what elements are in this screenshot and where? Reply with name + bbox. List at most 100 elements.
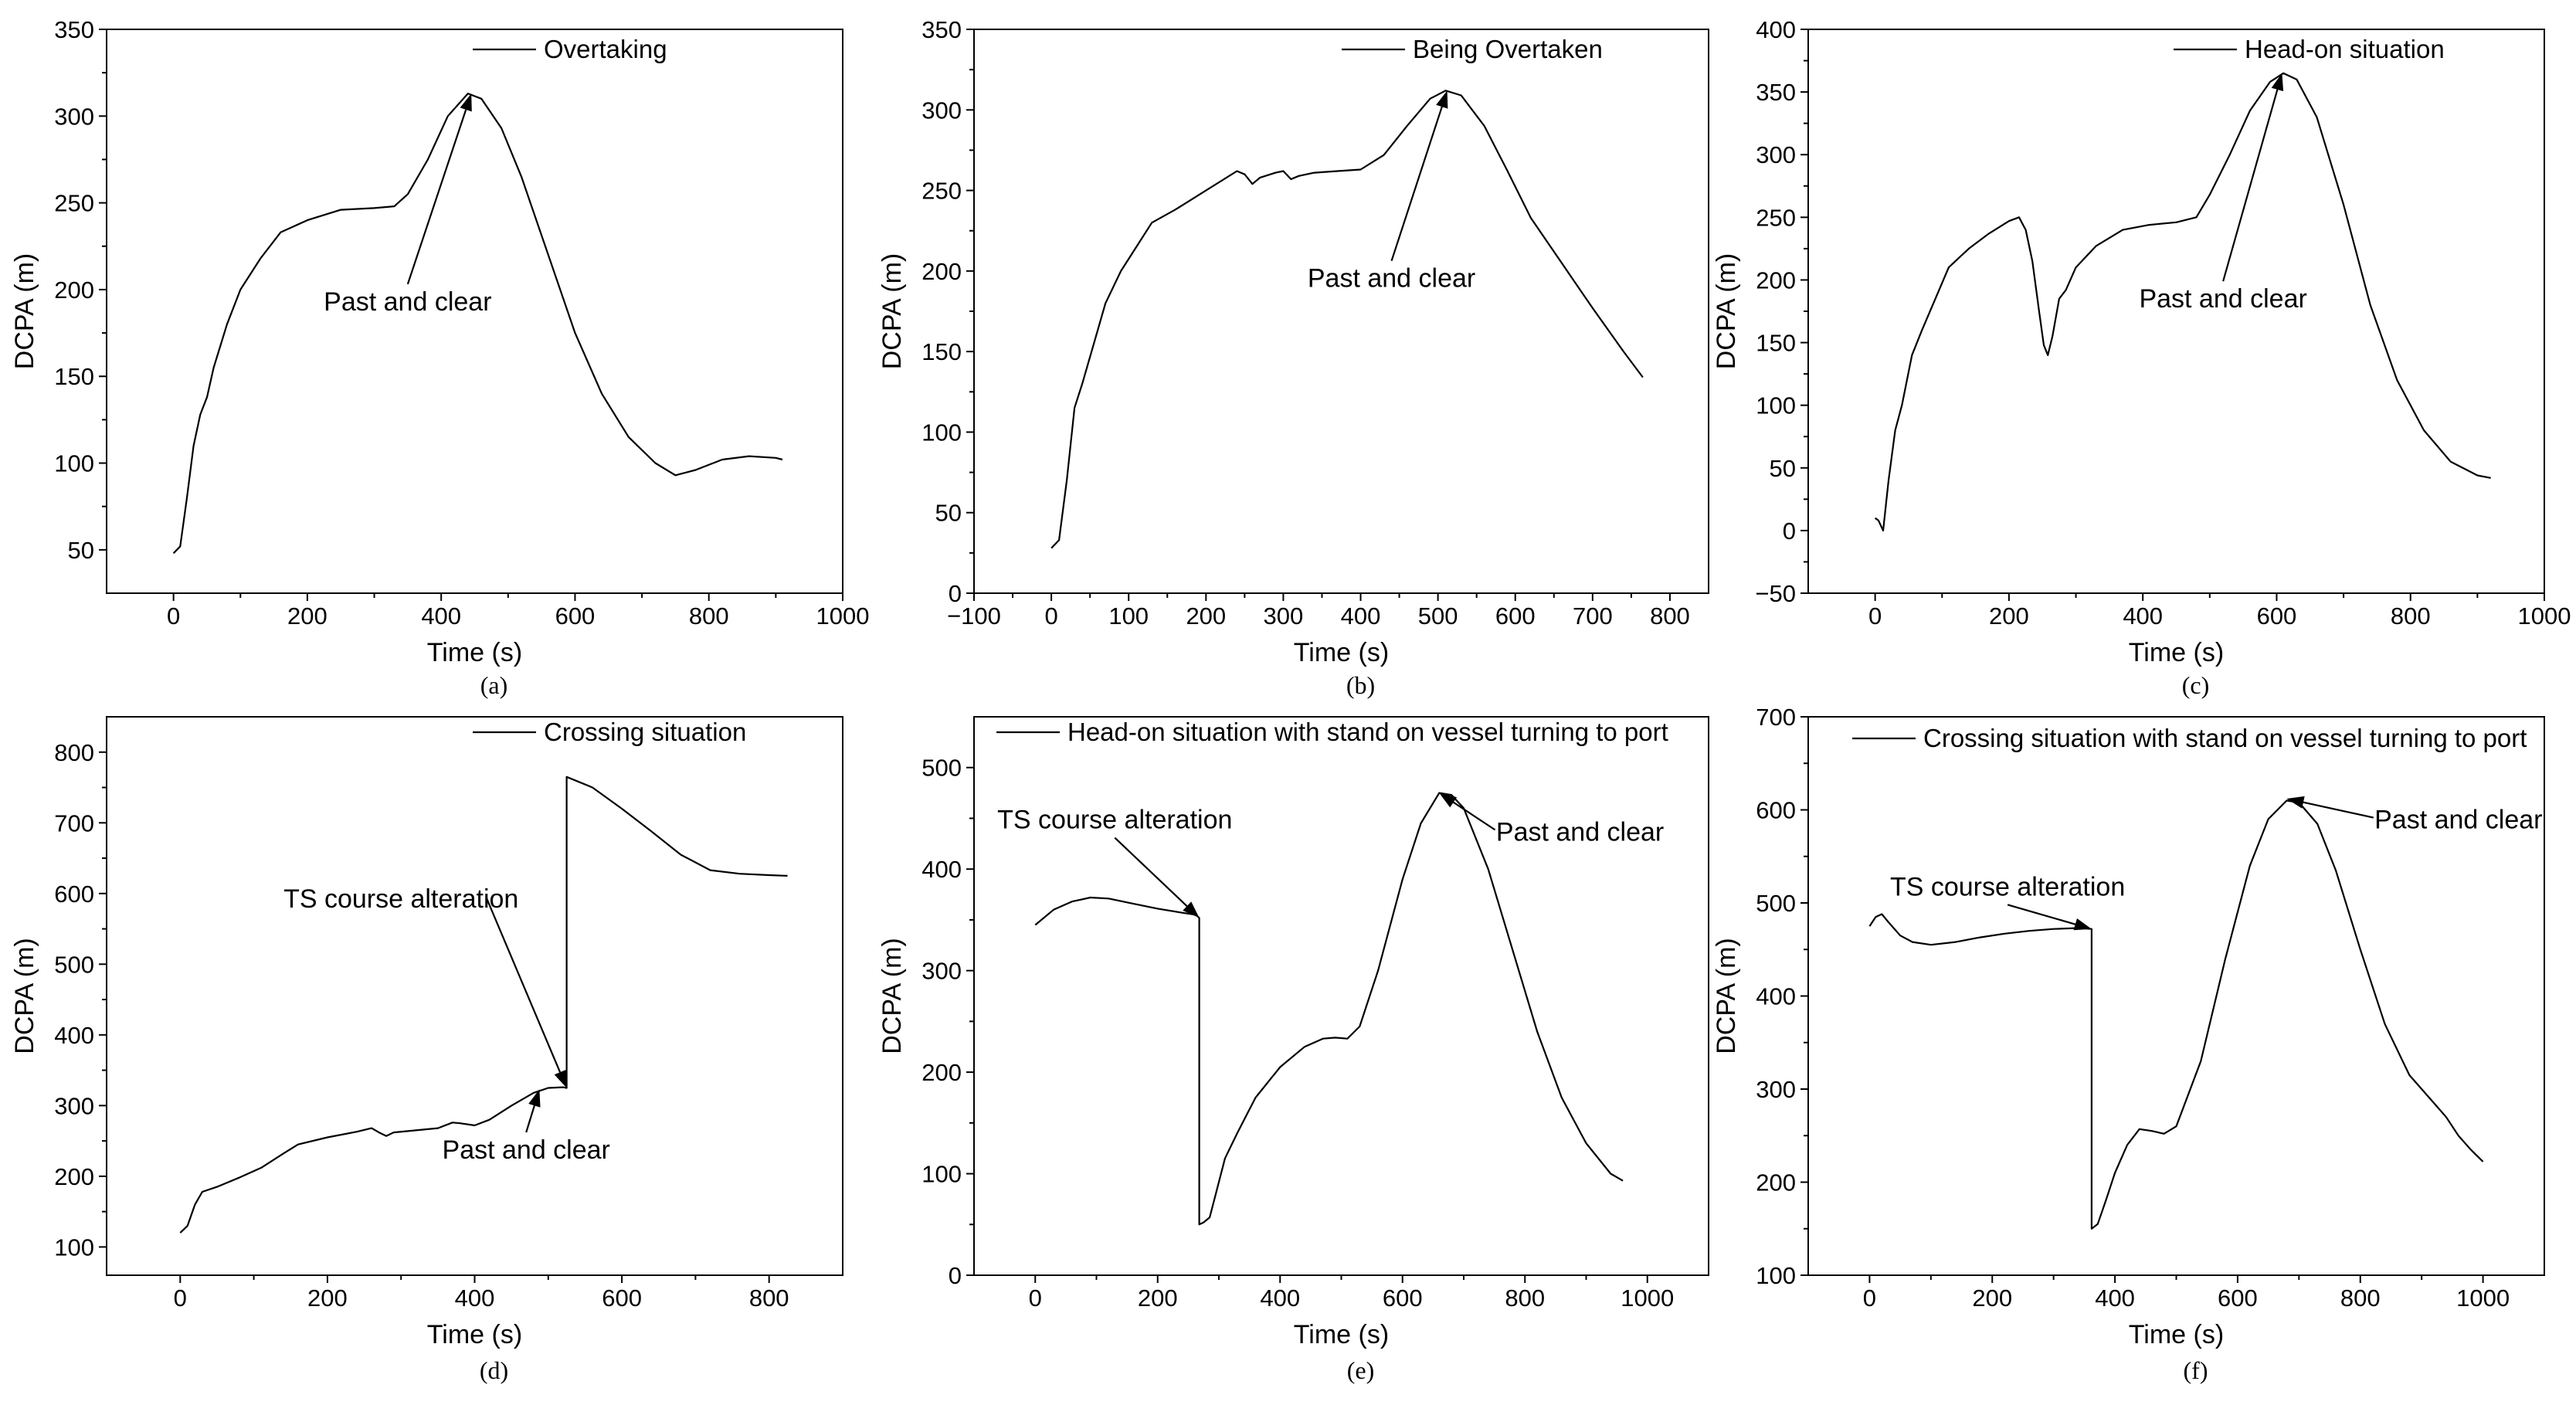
y-tick-label: 400 [1756, 16, 1796, 43]
x-tick-label: 400 [421, 602, 461, 630]
annotation-label: Past and clear [1496, 817, 1664, 847]
annotation-label: TS course alteration [283, 884, 518, 914]
annotation-arrow [2222, 89, 2279, 282]
annotation-arrow [2007, 904, 2076, 925]
x-tick-label: 1000 [816, 602, 870, 630]
x-tick-label: 800 [2391, 602, 2431, 630]
y-tick-label: 400 [921, 856, 962, 883]
x-tick-label: 0 [1029, 1285, 1042, 1312]
legend-label: Crossing situation with stand on vessel … [1923, 724, 2527, 752]
plot-frame [106, 716, 843, 1276]
y-tick-label: 200 [1756, 266, 1796, 294]
y-tick-label: 300 [1756, 141, 1796, 168]
annotation-arrow [1390, 106, 1443, 262]
y-axis-title: DCPA (m) [10, 938, 39, 1054]
x-tick-label: 800 [689, 602, 729, 630]
annotation-label: Past and clear [2139, 284, 2306, 314]
y-tick-label: 500 [1756, 890, 1796, 917]
panel-label: (b) [1346, 671, 1375, 699]
x-tick-label: 0 [1044, 602, 1057, 630]
annotation-arrow [1453, 801, 1496, 831]
annotation-arrow [406, 109, 467, 285]
y-tick-label: 400 [1756, 983, 1796, 1010]
y-axis-title: DCPA (m) [1712, 253, 1741, 369]
y-tick-label: 100 [921, 1161, 962, 1188]
x-tick-label: 200 [1989, 602, 2029, 630]
y-tick-label: 200 [921, 1059, 962, 1086]
chart-panel-1: 0 200 400 600 800 1000 50 100 150 200 250 300 350 Tim… [10, 16, 869, 699]
x-tick-label: 400 [1260, 1285, 1300, 1312]
y-tick-label: 250 [54, 190, 94, 217]
y-tick-label: 250 [921, 178, 962, 205]
x-tick-label: 800 [1505, 1285, 1545, 1312]
chart-panel-3: 0 200 400 600 800 1000 −50 0 50 100 150 200 250 300 35… [1712, 16, 2571, 699]
x-tick-label: 600 [1495, 602, 1536, 630]
chart-panel-4: 0 200 400 600 800 100 200 300 400 500 600 700 800 Tim… [10, 716, 843, 1384]
chart-panel-5: 0 200 400 600 800 1000 0 100 200 300 400 500 Time (s… [877, 716, 1709, 1384]
x-axis-title: Time (s) [2129, 1320, 2224, 1349]
plot-frame [1807, 716, 2545, 1276]
series-line [172, 92, 783, 555]
y-tick-label: 500 [54, 951, 94, 978]
annotation-arrow [485, 896, 562, 1073]
x-tick-label: 800 [749, 1285, 789, 1312]
y-tick-label: 400 [54, 1022, 94, 1049]
y-tick-label: 50 [935, 500, 962, 527]
x-tick-label: 600 [1383, 1285, 1423, 1312]
y-tick-label: 150 [54, 363, 94, 390]
annotation-arrowhead [1183, 901, 1200, 918]
annotation-label: TS course alteration [1890, 872, 2125, 901]
y-tick-label: −50 [1755, 580, 1796, 607]
panel-label: (d) [480, 1356, 508, 1384]
y-tick-label: 0 [1783, 518, 1796, 545]
annotation-arrowhead [554, 1070, 567, 1088]
y-axis-title: DCPA (m) [877, 253, 907, 369]
annotation-arrow [2303, 801, 2374, 819]
panel-label: (f) [2184, 1356, 2208, 1384]
y-tick-label: 350 [54, 16, 94, 43]
y-tick-label: 150 [921, 338, 962, 365]
y-tick-label: 500 [921, 755, 962, 782]
x-tick-label: 200 [1138, 1285, 1178, 1312]
y-axis-title: DCPA (m) [1712, 938, 1741, 1054]
y-axis-title: DCPA (m) [877, 938, 907, 1054]
series-line [1868, 799, 2484, 1230]
chart-panel-6: 0 200 400 600 800 1000 100 200 300 400 500 600 700 Ti… [1712, 704, 2545, 1384]
x-axis-title: Time (s) [2129, 638, 2224, 667]
plot-frame [973, 716, 1709, 1276]
x-tick-label: −100 [947, 602, 1001, 630]
y-tick-label: 100 [54, 1234, 94, 1261]
x-axis-title: Time (s) [427, 638, 522, 667]
y-tick-label: 300 [54, 1092, 94, 1119]
annotation-arrowhead [2073, 918, 2092, 931]
x-tick-label: 600 [2218, 1285, 2258, 1312]
x-tick-label: 400 [2123, 602, 2163, 630]
y-tick-label: 0 [949, 580, 962, 607]
x-tick-label: 400 [455, 1285, 495, 1312]
x-tick-label: 500 [1418, 602, 1458, 630]
y-tick-label: 50 [1770, 455, 1796, 482]
x-tick-label: 200 [307, 1285, 348, 1312]
legend-label: Being Overtaken [1413, 35, 1603, 63]
x-tick-label: 600 [2257, 602, 2297, 630]
y-tick-label: 100 [1756, 1262, 1796, 1289]
legend-label: Head-on situation [2245, 35, 2445, 63]
x-tick-label: 200 [1186, 602, 1226, 630]
series-line [179, 775, 788, 1234]
y-tick-label: 0 [949, 1262, 962, 1289]
y-tick-label: 300 [54, 103, 94, 130]
x-axis-title: Time (s) [427, 1320, 522, 1349]
series-line [1034, 792, 1624, 1226]
annotation-label: Past and clear [443, 1135, 610, 1165]
y-tick-label: 50 [68, 537, 94, 564]
x-tick-label: 0 [174, 1285, 187, 1312]
panel-label: (c) [2182, 671, 2210, 699]
chart-panel-2: −100 0 100 200 300 400 500 600 700 80005010015020… [877, 16, 1709, 699]
x-tick-label: 800 [2340, 1285, 2381, 1312]
panel-label: (a) [480, 671, 508, 699]
annotation-label: Past and clear [2374, 806, 2542, 835]
y-tick-label: 100 [54, 450, 94, 477]
x-tick-label: 800 [1650, 602, 1690, 630]
annotation-arrowhead [1436, 90, 1448, 109]
